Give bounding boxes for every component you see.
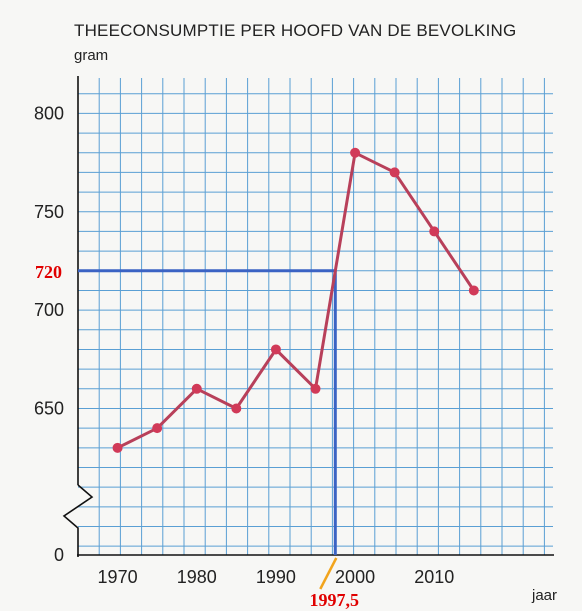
data-point (152, 423, 163, 434)
annotation-pointer (319, 557, 338, 590)
axes (62, 76, 554, 557)
series-group (112, 147, 479, 453)
y-axis-unit: gram (74, 47, 108, 64)
y-tick-label: 800 (34, 103, 64, 123)
data-point (191, 383, 202, 394)
y-tick-label: 700 (34, 300, 64, 320)
axis-break-mark (62, 484, 94, 557)
x-tick-label: 2010 (414, 567, 454, 587)
annotation-x-value: 1997,5 (310, 590, 360, 610)
annotation-guides (78, 269, 337, 555)
tick-labels: 800 750 700 650 0 1970 1980 1990 2000 2010 (34, 103, 454, 587)
x-axis-unit: jaar (531, 587, 557, 604)
y-tick-label: 0 (54, 545, 64, 565)
x-tick-label: 2000 (335, 567, 375, 587)
y-tick-label: 650 (34, 398, 64, 418)
data-point (270, 344, 281, 355)
chart-title: THEECONSUMPTIE PER HOOFD VAN DE BEVOLKIN… (74, 21, 516, 40)
grid (78, 78, 553, 555)
x-tick-label: 1970 (98, 567, 138, 587)
data-point (231, 403, 242, 414)
annotations: 720 1997,5 (35, 262, 359, 610)
data-point (112, 442, 123, 453)
annotation-y-value: 720 (35, 262, 62, 282)
data-point (389, 167, 400, 178)
data-point (310, 383, 321, 394)
data-point (429, 226, 440, 237)
y-tick-label: 750 (34, 202, 64, 222)
x-tick-label: 1990 (256, 567, 296, 587)
x-tick-label: 1980 (177, 567, 217, 587)
data-point (350, 147, 361, 158)
data-point (468, 285, 479, 296)
series-line (116, 151, 476, 450)
